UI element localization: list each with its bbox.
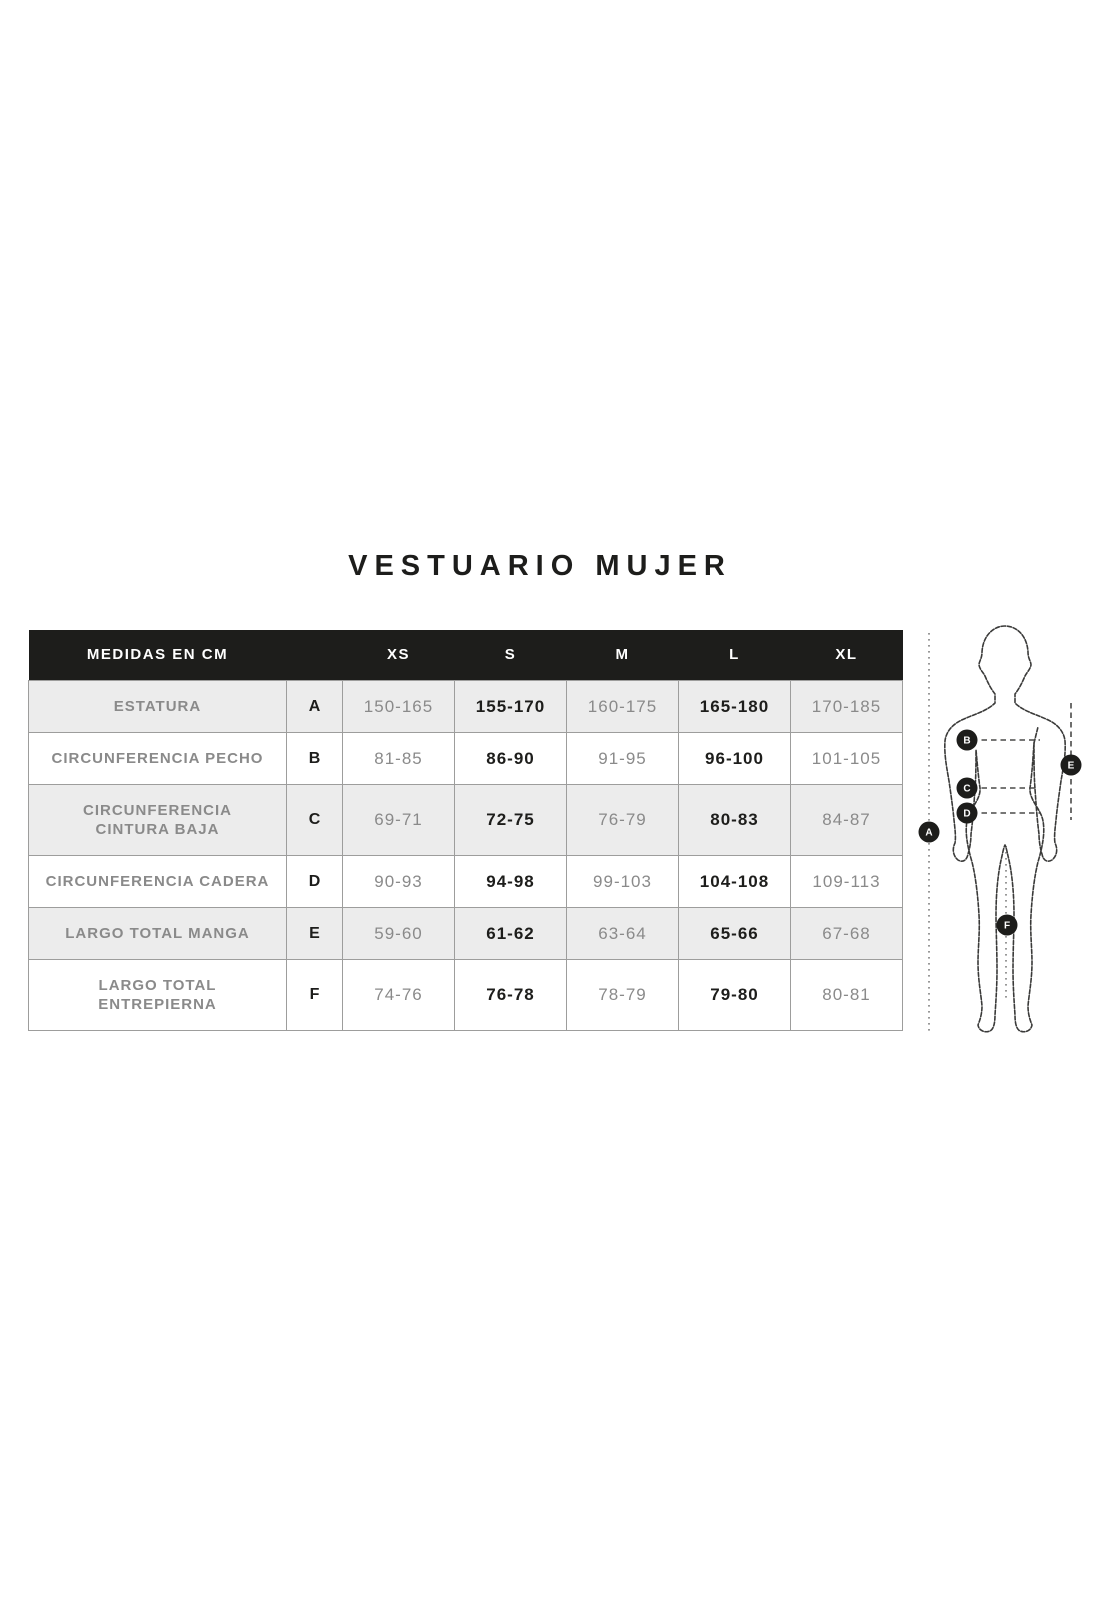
female-body-outline <box>944 625 1066 1033</box>
size-value-cell: 90-93 <box>342 854 455 908</box>
column-header-measures: MEDIDAS EN CM <box>28 630 287 680</box>
badge-a-letter: A <box>925 828 932 839</box>
measure-letter-cell: F <box>286 958 343 1031</box>
size-value-cell: 99-103 <box>566 854 679 908</box>
measure-label-cell: LARGO TOTAL ENTREPIERNA <box>28 958 287 1031</box>
table-row: CIRCUNFERENCIA PECHO B 81-85 86-90 91-95 96-1… <box>28 731 903 785</box>
measure-label-cell: CIRCUNFERENCIA PECHO <box>28 731 287 785</box>
size-value-cell: 160-175 <box>566 679 679 733</box>
measure-badge-d: D <box>956 802 978 824</box>
size-value-cell: 61-62 <box>454 906 567 960</box>
measure-letter-cell: A <box>286 679 343 733</box>
table-row: CIRCUNFERENCIA CINTURA BAJA C 69-71 72-75 76… <box>28 783 903 856</box>
size-value-cell: 79-80 <box>678 958 791 1031</box>
measure-badge-c: C <box>956 777 978 799</box>
size-value-cell: 80-83 <box>678 783 791 856</box>
size-value-cell: 96-100 <box>678 731 791 785</box>
size-value-cell: 67-68 <box>790 906 903 960</box>
badge-e-circle <box>1060 754 1082 776</box>
column-header-letter-spacer <box>286 630 343 680</box>
size-value-cell: 91-95 <box>566 731 679 785</box>
size-value-cell: 81-85 <box>342 731 455 785</box>
size-value-cell: 84-87 <box>790 783 903 856</box>
size-value-cell: 76-78 <box>454 958 567 1031</box>
column-header-size-l: L <box>678 630 791 680</box>
measure-label-cell: ESTATURA <box>28 679 287 733</box>
table-row: LARGO TOTAL ENTREPIERNA F 74-76 76-78 78-79 7… <box>28 958 903 1031</box>
size-value-cell: 72-75 <box>454 783 567 856</box>
size-value-cell: 94-98 <box>454 854 567 908</box>
size-value-cell: 65-66 <box>678 906 791 960</box>
badge-b-circle <box>956 729 978 751</box>
table-row: CIRCUNFERENCIA CADERA D 90-93 94-98 99-103 10… <box>28 854 903 908</box>
measure-badge-e: E <box>1060 754 1082 776</box>
badge-e-letter: E <box>1068 761 1075 772</box>
badge-b-letter: B <box>963 736 970 747</box>
measure-label-cell: CIRCUNFERENCIA CINTURA BAJA <box>28 783 287 856</box>
size-value-cell: 63-64 <box>566 906 679 960</box>
badge-d-letter: D <box>963 809 970 820</box>
size-value-cell: 165-180 <box>678 679 791 733</box>
body-measurement-diagram: A B C D E F <box>918 625 1082 1033</box>
measure-letter-cell: B <box>286 731 343 785</box>
size-value-cell: 109-113 <box>790 854 903 908</box>
measure-letter-cell: C <box>286 783 343 856</box>
table-header-row: MEDIDAS EN CM XS S M L XL <box>28 630 903 680</box>
table-row: LARGO TOTAL MANGA E 59-60 61-62 63-64 65-66 67… <box>28 906 903 960</box>
measure-badge-f: F <box>996 914 1018 936</box>
measure-badge-b: B <box>956 729 978 751</box>
page-title: VESTUARIO MUJER <box>348 550 732 582</box>
measure-letter-cell: D <box>286 854 343 908</box>
size-value-cell: 150-165 <box>342 679 455 733</box>
measure-label-cell: CIRCUNFERENCIA CADERA <box>28 854 287 908</box>
size-value-cell: 59-60 <box>342 906 455 960</box>
badge-f-letter: F <box>1004 921 1010 932</box>
measure-letter-cell: E <box>286 906 343 960</box>
size-value-cell: 74-76 <box>342 958 455 1031</box>
size-value-cell: 155-170 <box>454 679 567 733</box>
badge-c-letter: C <box>963 784 970 795</box>
size-chart-table: MEDIDAS EN CM XS S M L XL ESTATURA A 150-1… <box>28 630 903 1031</box>
measure-badge-a: A <box>918 821 940 843</box>
badge-a-circle <box>918 821 940 843</box>
badge-d-circle <box>956 802 978 824</box>
armpit-crease <box>1033 726 1039 744</box>
size-value-cell: 69-71 <box>342 783 455 856</box>
size-value-cell: 86-90 <box>454 731 567 785</box>
size-value-cell: 104-108 <box>678 854 791 908</box>
measure-label-cell: LARGO TOTAL MANGA <box>28 906 287 960</box>
badge-f-circle <box>996 914 1018 936</box>
size-value-cell: 80-81 <box>790 958 903 1031</box>
size-value-cell: 101-105 <box>790 731 903 785</box>
size-value-cell: 76-79 <box>566 783 679 856</box>
size-value-cell: 78-79 <box>566 958 679 1031</box>
column-header-size-xl: XL <box>790 630 903 680</box>
badge-c-circle <box>956 777 978 799</box>
table-row: ESTATURA A 150-165 155-170 160-175 165-180 170… <box>28 679 903 733</box>
size-value-cell: 170-185 <box>790 679 903 733</box>
column-header-size-xs: XS <box>342 630 455 680</box>
column-header-size-s: S <box>454 630 567 680</box>
column-header-size-m: M <box>566 630 679 680</box>
